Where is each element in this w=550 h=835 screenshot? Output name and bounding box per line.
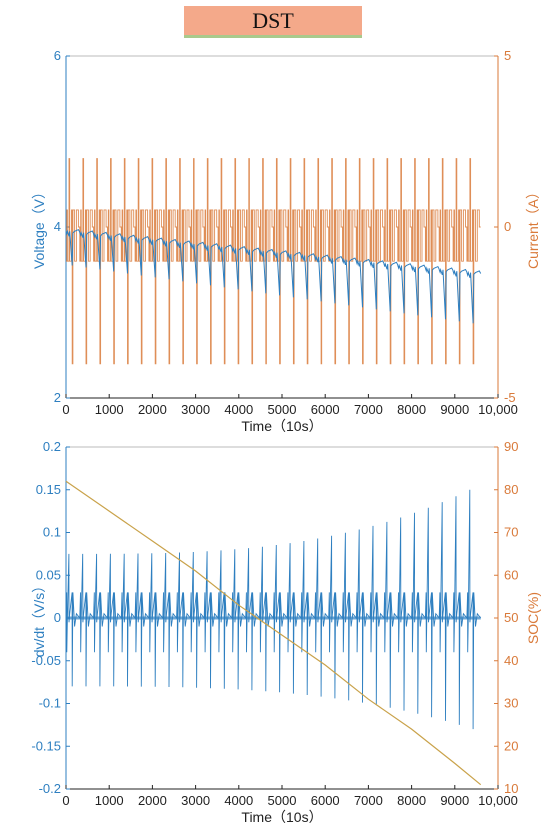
x-tick-label: 5000 bbox=[268, 793, 297, 808]
x-tick-label: 6000 bbox=[311, 793, 340, 808]
x-tick-label: 3000 bbox=[181, 402, 210, 417]
y-left-tick-label: -0.05 bbox=[31, 653, 61, 668]
current-series-line bbox=[66, 158, 481, 365]
x-tick-label: 8000 bbox=[397, 793, 426, 808]
y-right-axis-label: Current（A） bbox=[525, 185, 541, 269]
y-left-tick-label: 0.1 bbox=[43, 525, 61, 540]
chart-title-box: DST bbox=[184, 6, 362, 38]
x-tick-label: 8000 bbox=[397, 402, 426, 417]
y-left-axis-label: dv/dt（V/s） bbox=[31, 579, 47, 658]
chart-title: DST bbox=[252, 7, 294, 33]
voltage-series-line bbox=[65, 228, 482, 324]
x-tick-label: 9000 bbox=[440, 402, 469, 417]
y-left-axis-label: Voltage（V） bbox=[31, 185, 47, 269]
x-tick-label: 2000 bbox=[138, 793, 167, 808]
x-tick-label: 4000 bbox=[224, 793, 253, 808]
y-left-tick-label: 4 bbox=[54, 219, 61, 234]
y-right-tick-label: 5 bbox=[504, 48, 511, 63]
dvdt-series-line bbox=[65, 489, 482, 730]
soc-series-line bbox=[65, 480, 482, 786]
y-right-tick-label: 30 bbox=[504, 696, 518, 711]
x-tick-label: 2000 bbox=[138, 402, 167, 417]
y-right-axis-label: SOC(%) bbox=[525, 592, 541, 644]
x-tick-label: 0 bbox=[62, 402, 69, 417]
y-right-tick-label: 90 bbox=[504, 439, 518, 454]
x-tick-label: 4000 bbox=[224, 402, 253, 417]
x-tick-label: 1000 bbox=[95, 793, 124, 808]
x-axis-label: Time（10s） bbox=[241, 418, 322, 434]
x-tick-label: 1000 bbox=[95, 402, 124, 417]
x-tick-label: 9000 bbox=[440, 793, 469, 808]
y-right-tick-label: 70 bbox=[504, 525, 518, 540]
x-tick-label: 0 bbox=[62, 793, 69, 808]
y-right-tick-label: 80 bbox=[504, 482, 518, 497]
y-left-tick-label: -0.1 bbox=[39, 696, 61, 711]
x-tick-label: 6000 bbox=[311, 402, 340, 417]
x-tick-label: 10,000 bbox=[478, 793, 518, 808]
x-tick-label: 10,000 bbox=[478, 402, 518, 417]
y-right-tick-label: 0 bbox=[504, 219, 511, 234]
x-tick-label: 7000 bbox=[354, 402, 383, 417]
panel-1 bbox=[65, 55, 499, 399]
y-right-tick-label: 10 bbox=[504, 781, 518, 796]
y-right-tick-label: 60 bbox=[504, 567, 518, 582]
y-left-tick-label: 0.05 bbox=[36, 567, 61, 582]
y-right-tick-label: 40 bbox=[504, 653, 518, 668]
y-left-tick-label: 0.15 bbox=[36, 482, 61, 497]
y-left-tick-label: 0.2 bbox=[43, 439, 61, 454]
x-tick-label: 3000 bbox=[181, 793, 210, 808]
y-left-tick-label: 2 bbox=[54, 390, 61, 405]
y-left-tick-label: -0.15 bbox=[31, 738, 61, 753]
x-tick-label: 5000 bbox=[268, 402, 297, 417]
panel-2 bbox=[65, 446, 499, 790]
y-right-tick-label: 20 bbox=[504, 738, 518, 753]
y-left-tick-label: 6 bbox=[54, 48, 61, 63]
y-left-tick-label: -0.2 bbox=[39, 781, 61, 796]
x-tick-label: 7000 bbox=[354, 793, 383, 808]
y-left-tick-label: 0 bbox=[54, 610, 61, 625]
y-right-tick-label: 50 bbox=[504, 610, 518, 625]
x-axis-label: Time（10s） bbox=[241, 809, 322, 825]
y-right-tick-label: -5 bbox=[504, 390, 516, 405]
